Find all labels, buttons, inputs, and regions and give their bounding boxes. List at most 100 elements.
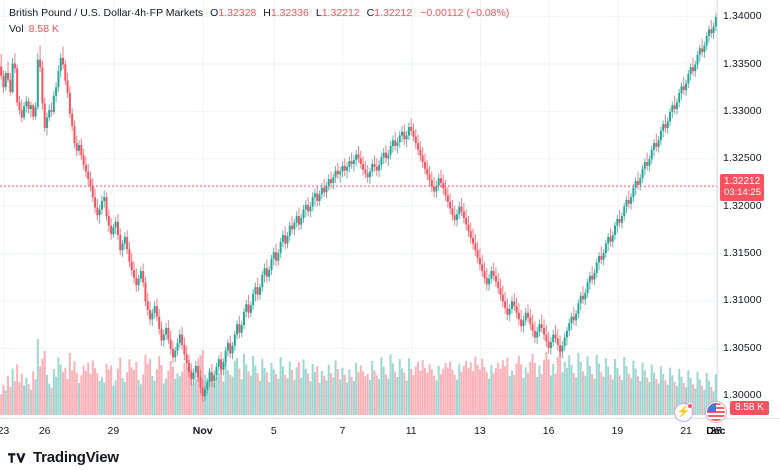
candle-body xyxy=(190,371,193,380)
candle-body xyxy=(488,278,491,285)
tradingview-logo[interactable]: TradingView xyxy=(8,449,119,466)
candle-body xyxy=(549,342,552,348)
volume-bar xyxy=(506,357,509,415)
volume-bar xyxy=(286,378,289,415)
candle-body xyxy=(233,334,236,346)
ohlc-open-value: 1.32328 xyxy=(218,7,257,19)
candle-body xyxy=(467,224,470,232)
candle-body xyxy=(492,271,495,276)
candle-body xyxy=(55,87,58,96)
candle-body xyxy=(410,127,413,131)
volume-bar xyxy=(252,356,255,415)
volume-bar xyxy=(439,374,442,415)
volume-bar xyxy=(11,368,14,415)
candle-body xyxy=(135,277,138,286)
candle-body xyxy=(620,216,623,223)
volume-bar xyxy=(281,366,284,415)
price-axis[interactable]: 1.34000 1.33500 1.33000 1.32500 1.32000 1.315… xyxy=(717,0,780,418)
volume-bar xyxy=(671,375,674,415)
current-price-value: 1.32212 xyxy=(724,175,761,187)
volume-bar xyxy=(437,365,440,415)
chart-plot-area[interactable] xyxy=(0,0,717,418)
ohlc-low: L1.32212 xyxy=(316,6,360,20)
candle-body xyxy=(183,345,186,355)
candle-body xyxy=(286,236,289,244)
candle-body xyxy=(616,218,619,226)
volume-bar xyxy=(27,384,30,415)
candle-body xyxy=(391,140,394,146)
candle-body xyxy=(504,301,507,309)
candle-body xyxy=(98,209,101,216)
candle-body xyxy=(531,324,534,331)
price-change: −0.00112 (−0.08%) xyxy=(420,7,510,19)
candle-body xyxy=(664,124,667,128)
volume-bar xyxy=(343,374,346,415)
volume-bar xyxy=(627,373,630,415)
volume-bar xyxy=(373,370,376,415)
candle-body xyxy=(254,287,257,294)
candle-body xyxy=(643,162,646,169)
candle-body xyxy=(623,206,626,217)
volume-bar xyxy=(355,362,358,415)
volume-bar xyxy=(414,366,417,415)
volume-bar xyxy=(529,361,532,415)
candle-body xyxy=(226,343,229,351)
candle-body xyxy=(2,75,5,88)
volume-bar xyxy=(476,364,479,415)
candle-body xyxy=(59,57,62,72)
candle-body xyxy=(444,188,447,196)
time-axis[interactable]: 23 26 29 Nov 5 7 11 13 16 19 21 25 27 Dec xyxy=(0,418,780,444)
notification-dot-icon xyxy=(687,403,693,409)
candle-body xyxy=(45,117,48,128)
volume-bar xyxy=(20,373,23,415)
candle-body xyxy=(318,194,321,201)
candle-body xyxy=(469,231,472,238)
volume-bar xyxy=(650,364,653,415)
candle-body xyxy=(442,182,445,189)
volume-bar xyxy=(623,357,626,415)
candle-body xyxy=(330,179,333,183)
us-flag-icon[interactable] xyxy=(705,401,727,423)
volume-bar xyxy=(116,368,119,415)
volume-bar xyxy=(515,363,518,415)
volume-bar xyxy=(213,382,216,415)
candle-body xyxy=(362,163,365,170)
candle-body xyxy=(508,308,511,315)
candle-body xyxy=(309,206,312,212)
lightning-bolt-icon[interactable]: ⚡ xyxy=(674,403,693,422)
volume-bar xyxy=(146,363,149,415)
exchange-label[interactable]: FP Markets xyxy=(149,7,204,19)
volume-bar xyxy=(646,377,649,415)
symbol-name[interactable]: British Pound / U.S. Dollar xyxy=(9,7,131,19)
candle-body xyxy=(669,111,672,122)
volume-bar xyxy=(270,363,273,415)
current-price-badge[interactable]: 1.32212 03:14:25 xyxy=(720,173,764,201)
candle-body xyxy=(545,334,548,342)
candle-body xyxy=(593,272,596,280)
volume-bar xyxy=(559,348,562,415)
volume-bar xyxy=(552,364,555,415)
volume-bar xyxy=(293,379,296,415)
interval-label[interactable]: 4h xyxy=(134,7,147,19)
candle-body xyxy=(341,165,344,172)
volume-bar xyxy=(618,375,621,415)
candle-body xyxy=(224,350,227,363)
candle-body xyxy=(89,179,92,186)
candle-body xyxy=(39,59,42,68)
volume-bar xyxy=(391,363,394,415)
volume-bar xyxy=(59,364,62,415)
candle-body xyxy=(27,101,30,110)
volume-bar xyxy=(568,355,571,415)
volume-badge[interactable]: 8.58 K xyxy=(730,401,769,415)
candle-body xyxy=(293,222,296,230)
time-axis-tick: 23 xyxy=(0,425,10,437)
candle-body xyxy=(94,197,97,208)
candle-body xyxy=(84,164,87,172)
volume-bar xyxy=(600,372,603,415)
candle-body xyxy=(598,255,601,263)
volume-bar xyxy=(472,371,475,415)
candle-body xyxy=(302,209,305,219)
candle-body xyxy=(474,243,477,251)
volume-bar xyxy=(598,363,601,415)
volume-bar xyxy=(13,381,16,415)
